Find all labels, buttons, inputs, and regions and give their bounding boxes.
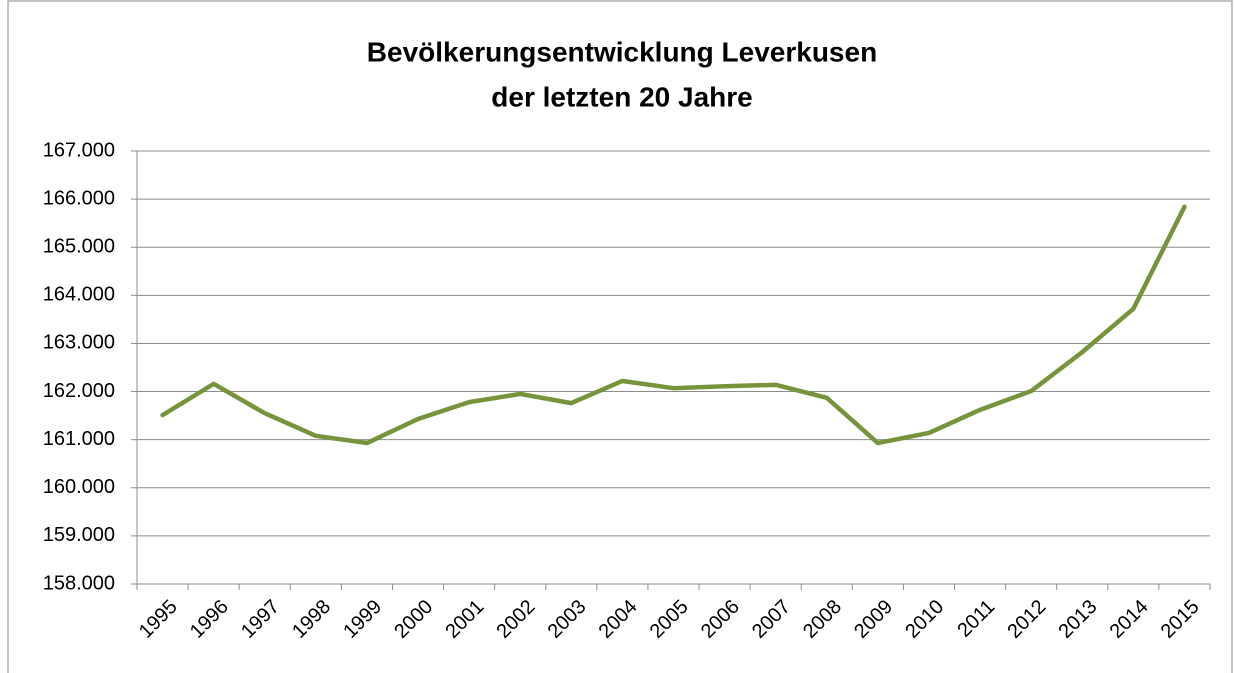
y-tick-label: 166.000 xyxy=(43,187,115,209)
y-tick-label: 159.000 xyxy=(43,524,115,546)
data-line xyxy=(160,204,1187,446)
chart-title: der letzten 20 Jahre xyxy=(491,81,752,112)
y-tick-label: 160.000 xyxy=(43,476,115,498)
y-tick-label: 162.000 xyxy=(43,380,115,402)
y-tick-label: 164.000 xyxy=(43,284,115,306)
y-tick-label: 161.000 xyxy=(43,428,115,450)
y-tick-label: 158.000 xyxy=(43,572,115,594)
chart-title: Bevölkerungsentwicklung Leverkusen xyxy=(367,36,877,67)
chart-frame xyxy=(7,0,1233,673)
y-tick-label: 165.000 xyxy=(43,236,115,258)
y-tick-label: 167.000 xyxy=(43,139,115,161)
y-tick-label: 163.000 xyxy=(43,332,115,354)
